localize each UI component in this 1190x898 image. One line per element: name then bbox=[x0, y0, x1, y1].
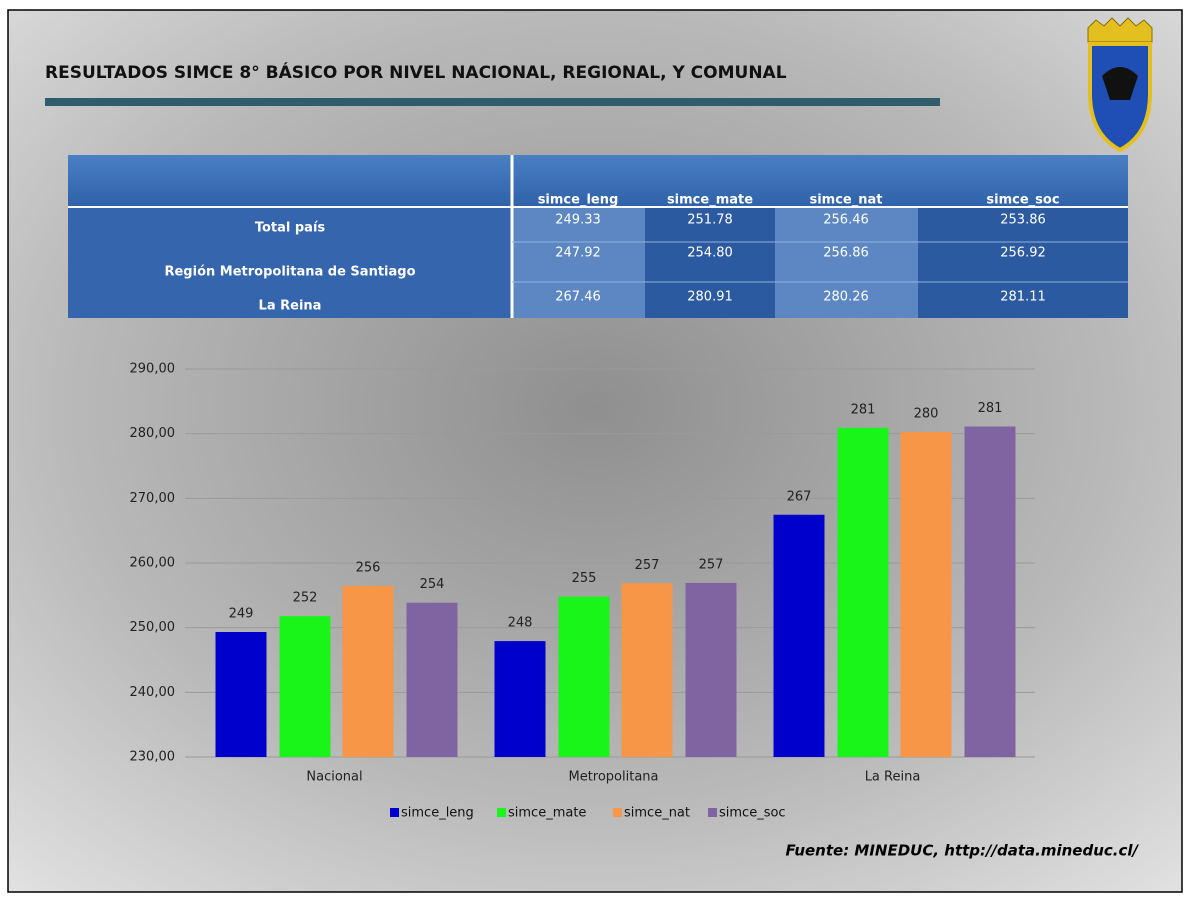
row-label: La Reina bbox=[259, 299, 322, 314]
slide: RESULTADOS SIMCE 8° BÁSICO POR NIVEL NAC… bbox=[0, 0, 1190, 894]
data-label: 281 bbox=[851, 402, 876, 417]
data-label: 281 bbox=[978, 401, 1003, 416]
bar bbox=[622, 583, 673, 757]
legend-swatch bbox=[497, 808, 506, 817]
source-note: Fuente: MINEDUC, http://data.mineduc.cl/ bbox=[786, 842, 1140, 860]
title-underline bbox=[45, 98, 940, 106]
table-cell: 280.91 bbox=[687, 290, 733, 305]
bar bbox=[559, 597, 610, 757]
y-tick-label: 280,00 bbox=[130, 426, 176, 441]
table-cell: 281.11 bbox=[1000, 290, 1046, 305]
column-header: simce_nat bbox=[809, 193, 882, 208]
legend-swatch bbox=[613, 808, 622, 817]
legend-label: simce_nat bbox=[624, 806, 690, 821]
bar bbox=[965, 426, 1016, 757]
legend-swatch bbox=[390, 808, 399, 817]
table-cell: 280.26 bbox=[823, 290, 869, 305]
x-tick-label: Metropolitana bbox=[568, 770, 658, 785]
data-label: 248 bbox=[508, 616, 533, 631]
bar bbox=[686, 583, 737, 757]
legend-swatch bbox=[708, 808, 717, 817]
row-label: Total país bbox=[255, 221, 326, 236]
row-label: Región Metropolitana de Santiago bbox=[164, 265, 415, 280]
table-cell: 267.46 bbox=[555, 290, 601, 305]
y-tick-label: 250,00 bbox=[130, 620, 176, 635]
x-tick-label: Nacional bbox=[306, 770, 362, 785]
column-header: simce_leng bbox=[538, 193, 619, 208]
table-cell: 247.92 bbox=[555, 246, 601, 261]
data-label: 252 bbox=[293, 591, 318, 606]
data-label: 280 bbox=[914, 406, 939, 421]
bar bbox=[407, 603, 458, 757]
column-header: simce_mate bbox=[667, 193, 753, 208]
data-label: 256 bbox=[356, 560, 381, 575]
data-label: 257 bbox=[699, 557, 724, 572]
y-tick-label: 260,00 bbox=[130, 556, 176, 571]
column-header: simce_soc bbox=[986, 193, 1059, 208]
logo bbox=[1088, 18, 1152, 150]
bar bbox=[774, 515, 825, 757]
legend-label: simce_soc bbox=[719, 806, 786, 821]
y-tick-label: 230,00 bbox=[130, 750, 176, 765]
bar bbox=[216, 632, 267, 757]
y-tick-label: 270,00 bbox=[130, 491, 176, 506]
y-tick-label: 290,00 bbox=[130, 362, 176, 377]
bar bbox=[280, 616, 331, 757]
bar bbox=[495, 641, 546, 757]
table-cell: 254.80 bbox=[687, 246, 733, 261]
y-tick-label: 240,00 bbox=[130, 685, 176, 700]
table-cell: 256.92 bbox=[1000, 246, 1046, 261]
table-cell: 249.33 bbox=[555, 213, 601, 228]
bar bbox=[838, 428, 889, 757]
table-cell: 251.78 bbox=[687, 213, 733, 228]
data-label: 267 bbox=[787, 489, 812, 504]
table-cell: 253.86 bbox=[1000, 213, 1046, 228]
data-label: 257 bbox=[635, 558, 660, 573]
data-label: 254 bbox=[420, 577, 445, 592]
slide-title: RESULTADOS SIMCE 8° BÁSICO POR NIVEL NAC… bbox=[45, 61, 787, 83]
legend-label: simce_leng bbox=[401, 806, 474, 821]
data-label: 249 bbox=[229, 606, 254, 621]
data-label: 255 bbox=[572, 571, 597, 586]
table-cell: 256.46 bbox=[823, 213, 869, 228]
bar bbox=[901, 432, 952, 757]
table-cell: 256.86 bbox=[823, 246, 869, 261]
x-tick-label: La Reina bbox=[865, 770, 921, 785]
bar bbox=[343, 586, 394, 757]
legend-label: simce_mate bbox=[508, 806, 586, 821]
